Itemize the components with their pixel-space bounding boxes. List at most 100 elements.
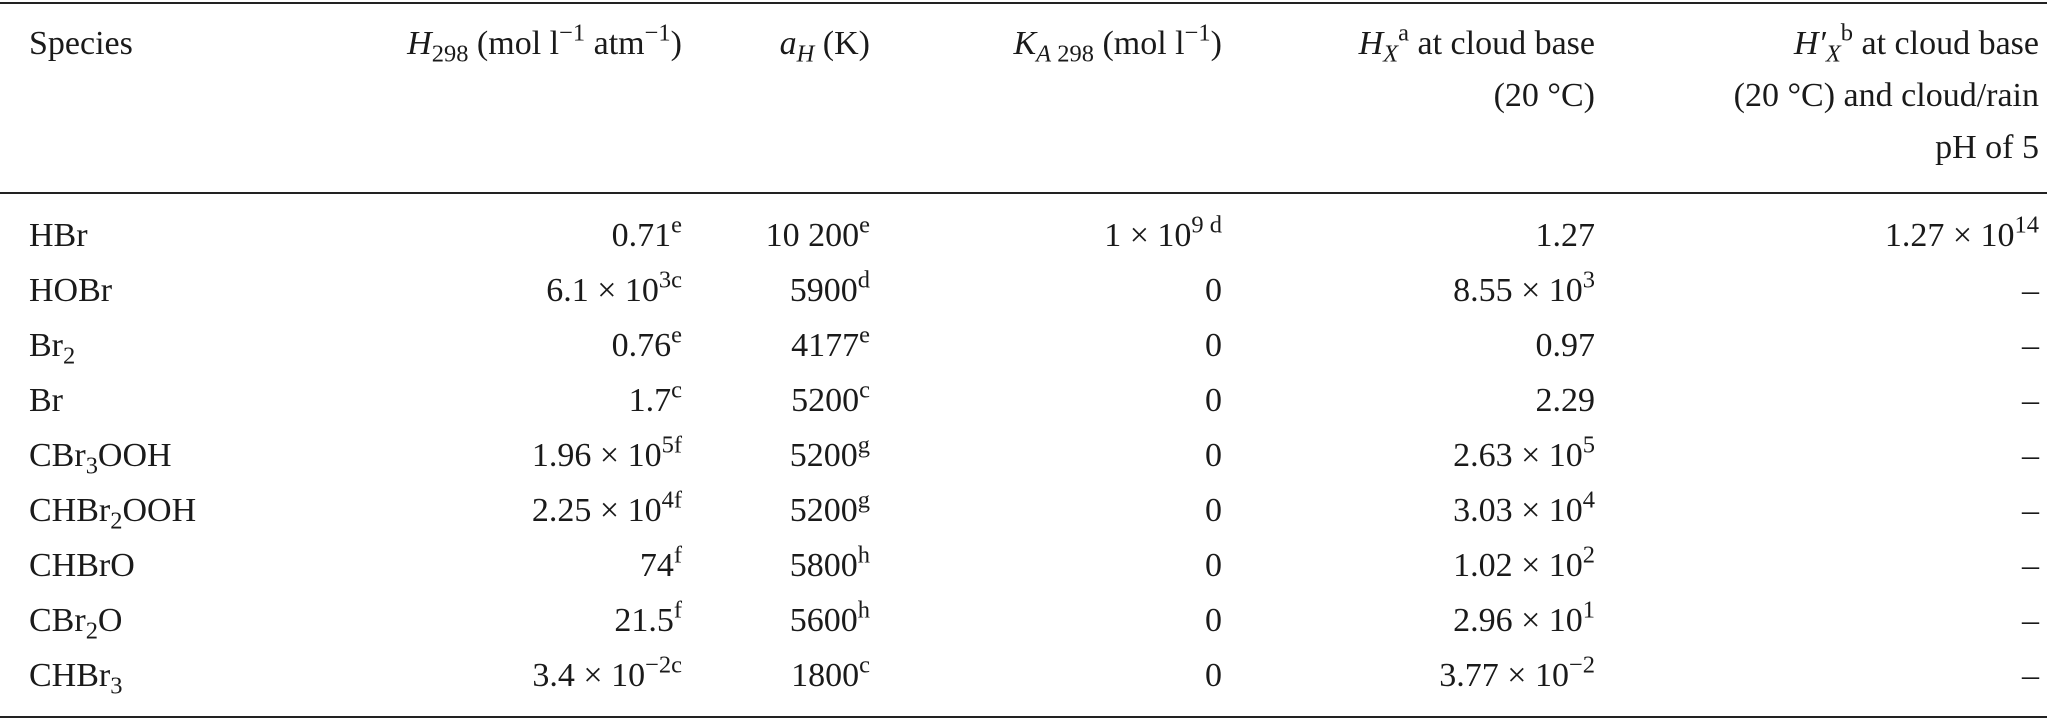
cell-text: 5 xyxy=(1582,431,1595,459)
table-row: CBr2O 21.5f 5600h 0 2.96 × 101– xyxy=(0,593,2047,648)
table-cell: 4177e xyxy=(690,318,878,373)
cell-text: a xyxy=(1398,19,1409,47)
cell-text: 0 xyxy=(1205,382,1222,419)
cell-text: e xyxy=(859,211,870,239)
cell-text: – xyxy=(2022,437,2039,474)
table-cell: 3.03 × 104 xyxy=(1230,483,1603,538)
cell-text: H xyxy=(796,40,815,68)
cell-text: 2 xyxy=(63,342,76,370)
table-cell: 0 xyxy=(878,373,1230,428)
cell-text: 8.55 × 10 xyxy=(1453,272,1583,309)
table-cell: 8.55 × 103 xyxy=(1230,263,1603,318)
cell-text: – xyxy=(2022,602,2039,639)
table-cell: 1.96 × 105f xyxy=(270,428,690,483)
cell-text: 2.63 × 10 xyxy=(1453,437,1583,474)
cell-text: CBr xyxy=(29,437,86,474)
cell-text: CHBr xyxy=(29,657,111,694)
cell-text: – xyxy=(2022,382,2039,419)
cell-text: O xyxy=(97,602,123,639)
cell-text: 1.96 × 10 xyxy=(531,437,662,474)
cell-text: – xyxy=(2022,547,2039,584)
header-cell: Species xyxy=(0,3,270,193)
cell-text: 0 xyxy=(1205,327,1222,364)
table-cell: 2.96 × 101 xyxy=(1230,593,1603,648)
cell-text: X xyxy=(1825,40,1841,68)
cell-text: 4f xyxy=(661,486,682,514)
table-cell: 0.97 xyxy=(1230,318,1603,373)
cell-text: −2 xyxy=(1568,651,1595,679)
table-cell: Br xyxy=(0,373,270,428)
table-cell: 5800h xyxy=(690,538,878,593)
cell-text: f xyxy=(673,596,682,624)
cell-text: 2.96 × 10 xyxy=(1453,602,1583,639)
cell-text: HBr xyxy=(29,217,88,254)
table-row: CBr3OOH 1.96 × 105f 5200g 0 2.63 × 105– xyxy=(0,428,2047,483)
table-cell: 2.29 xyxy=(1230,373,1603,428)
table-cell: 6.1 × 103c xyxy=(270,263,690,318)
table-cell: Br2 xyxy=(0,318,270,373)
cell-text: −2c xyxy=(645,651,682,679)
cell-text: 298 xyxy=(431,40,469,68)
cell-text: Br xyxy=(29,327,63,364)
cell-text: 5f xyxy=(661,431,682,459)
cell-text: 4 xyxy=(1582,486,1595,514)
table-cell: 2.25 × 104f xyxy=(270,483,690,538)
table-cell: 0 xyxy=(878,538,1230,593)
table-cell: CHBrO xyxy=(0,538,270,593)
header-cell: KA 298 (mol l−1) xyxy=(878,3,1230,193)
table-cell: CBr2O xyxy=(0,593,270,648)
table-cell: 3.4 × 10−2c xyxy=(270,648,690,717)
table-cell: 0 xyxy=(878,648,1230,717)
cell-text: 6.1 × 10 xyxy=(546,272,659,309)
cell-text: 4177 xyxy=(791,327,860,364)
cell-text: 2.29 xyxy=(1535,382,1596,419)
cell-text: 2.25 × 10 xyxy=(531,492,662,529)
table-cell: – xyxy=(1603,648,2047,717)
table-cell: 74f xyxy=(270,538,690,593)
cell-text: 2 xyxy=(85,617,98,645)
cell-text: 5200 xyxy=(791,382,860,419)
cell-text: 2 xyxy=(110,507,123,535)
cell-text: – xyxy=(2022,327,2039,364)
table-body: HBr 0.71e 10 200e 1 × 109 d 1.27 1.27 × 1014 H… xyxy=(0,193,2047,717)
header-cell: H′Xb at cloud base (20 °C) and cloud/rai… xyxy=(1603,3,2047,193)
table-cell: 5200c xyxy=(690,373,878,428)
cell-text: 3 xyxy=(110,672,123,700)
table-row: CHBr3 3.4 × 10−2c 1800c 0 3.77 × 10−2– xyxy=(0,648,2047,717)
table-row: HBr 0.71e 10 200e 1 × 109 d 1.27 1.27 × 1014 xyxy=(0,193,2047,263)
table-cell: – xyxy=(1603,428,2047,483)
table-cell: – xyxy=(1603,373,2047,428)
cell-text: 3 xyxy=(1582,266,1595,294)
table-header: Species H298 (mol l−1 atm−1) aH (K) KA 298 … xyxy=(0,3,2047,193)
cell-text: 14 xyxy=(2014,211,2039,239)
cell-text: X xyxy=(1383,40,1399,68)
cell-text: 3.4 × 10 xyxy=(532,657,646,694)
cell-text: 0.71 xyxy=(611,217,672,254)
table-cell: 0 xyxy=(878,428,1230,483)
cell-text: CHBr xyxy=(29,492,111,529)
table-row: Br 1.7c 5200c 0 2.29 – xyxy=(0,373,2047,428)
cell-text: e xyxy=(671,321,682,349)
cell-text: 0.76 xyxy=(611,327,672,364)
cell-text: 0 xyxy=(1205,602,1222,639)
cell-text: atm xyxy=(585,25,645,62)
cell-text: 1.27 × 10 xyxy=(1884,217,2015,254)
table-cell: 1 × 109 d xyxy=(878,193,1230,263)
table-cell: 5200g xyxy=(690,483,878,538)
cell-text: e xyxy=(859,321,870,349)
table-cell: – xyxy=(1603,593,2047,648)
table-cell: 21.5f xyxy=(270,593,690,648)
cell-text: H′ xyxy=(1793,25,1826,62)
table-cell: HBr xyxy=(0,193,270,263)
cell-text: f xyxy=(673,541,682,569)
cell-text: 1.7 xyxy=(628,382,672,419)
header-row: Species H298 (mol l−1 atm−1) aH (K) KA 298 … xyxy=(0,3,2047,193)
table-cell: 0 xyxy=(878,593,1230,648)
table-cell: CBr3OOH xyxy=(0,428,270,483)
cell-text: h xyxy=(857,541,870,569)
cell-text: b xyxy=(1840,19,1853,47)
table-cell: CHBr2OOH xyxy=(0,483,270,538)
table-cell: – xyxy=(1603,263,2047,318)
table-cell: 1.7c xyxy=(270,373,690,428)
